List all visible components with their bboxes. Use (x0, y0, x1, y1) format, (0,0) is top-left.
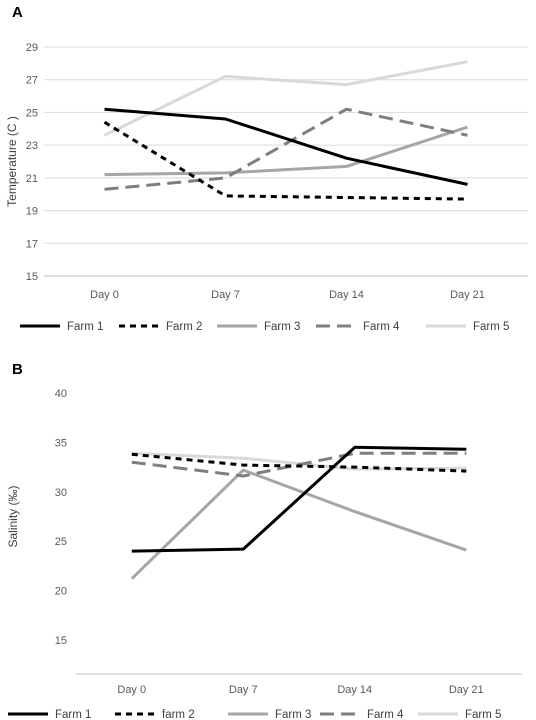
x-tick-label: Day 7 (211, 289, 240, 301)
y-tick-label: 23 (26, 140, 38, 152)
legend: Farm 1 farm 2 Farm 3 Farm 4 Farm 5 (8, 709, 501, 720)
legend-label: Farm 3 (275, 709, 311, 720)
legend-label: Farm 1 (67, 321, 103, 333)
legend-label: Farm 2 (166, 321, 202, 333)
y-tick-label: 17 (26, 238, 38, 250)
legend-label: Farm 3 (264, 321, 300, 333)
series-line-farm-1 (131, 445, 467, 553)
legend-item: Farm 3 (228, 709, 311, 720)
legend-label: Farm 5 (465, 709, 501, 720)
series-lines (103, 60, 468, 201)
x-tick-labels: Day 0 Day 7 Day 14 Day 21 (117, 684, 483, 696)
x-tick-label: Day 21 (449, 684, 484, 696)
series-line-farm-3 (104, 125, 468, 177)
x-tick-labels: Day 0 Day 7 Day 14 Day 21 (90, 289, 485, 301)
y-tick-label: 15 (55, 635, 67, 647)
series-lines (130, 445, 467, 580)
legend-label: Farm 4 (367, 709, 404, 720)
legend-label: Farm 4 (363, 321, 400, 333)
y-tick-label: 27 (26, 75, 38, 87)
y-tick-label: 15 (26, 271, 38, 283)
y-tick-label: 19 (26, 206, 38, 218)
legend-item: Farm 4 (316, 321, 400, 333)
y-tick-label: 29 (26, 42, 38, 54)
series-line-farm-4 (104, 107, 468, 191)
series-line-farm-1 (104, 107, 468, 186)
x-tick-label: Day 0 (90, 289, 119, 301)
y-tick-label: 25 (55, 536, 67, 548)
legend-item: Farm 1 (20, 321, 103, 333)
y-tick-label: 25 (26, 107, 38, 119)
y-tick-label: 20 (55, 586, 67, 598)
legend-item: Farm 1 (8, 709, 91, 720)
y-tick-label: 40 (55, 388, 67, 400)
legend-item: Farm 2 (119, 321, 202, 333)
y-tick-labels: 15 17 19 21 23 25 27 29 (26, 42, 38, 283)
legend: Farm 1 Farm 2 Farm 3 Farm 4 Farm 5 (20, 321, 509, 333)
legend-item: Farm 5 (418, 709, 501, 720)
y-axis-label: Temperature (C ) (5, 116, 19, 207)
y-tick-labels: 15 20 25 30 35 40 (55, 388, 67, 647)
panel-b: B 15 20 25 30 35 40 Day 0 Day 7 Day 14 Day 21 Salin… (6, 361, 522, 720)
y-tick-label: 30 (55, 487, 67, 499)
legend-item: Farm 3 (217, 321, 300, 333)
legend-item: Farm 5 (426, 321, 509, 333)
panel-a: A 15 17 19 21 23 25 27 29 Day 0 Day 7 Day 14 Day 21 T… (5, 4, 528, 333)
y-axis-label: Salinity (‰) (6, 485, 20, 547)
legend-label: Farm 5 (473, 321, 509, 333)
legend-item: farm 2 (115, 709, 195, 720)
y-tick-label: 35 (55, 437, 67, 449)
x-tick-label: Day 14 (329, 289, 364, 301)
series-line-farm-5 (103, 60, 468, 137)
series-line-farm-2 (131, 452, 467, 473)
x-tick-label: Day 7 (229, 684, 258, 696)
legend-label: Farm 1 (55, 709, 91, 720)
y-tick-label: 21 (26, 173, 38, 185)
legend-label: farm 2 (162, 709, 195, 720)
panel-label: A (12, 4, 23, 21)
series-line-farm-2 (103, 120, 468, 201)
series-line-farm-3 (130, 468, 467, 580)
x-tick-label: Day 0 (117, 684, 146, 696)
panel-label: B (12, 361, 23, 378)
legend-item: Farm 4 (320, 709, 404, 720)
x-tick-label: Day 14 (337, 684, 372, 696)
x-tick-label: Day 21 (450, 289, 485, 301)
